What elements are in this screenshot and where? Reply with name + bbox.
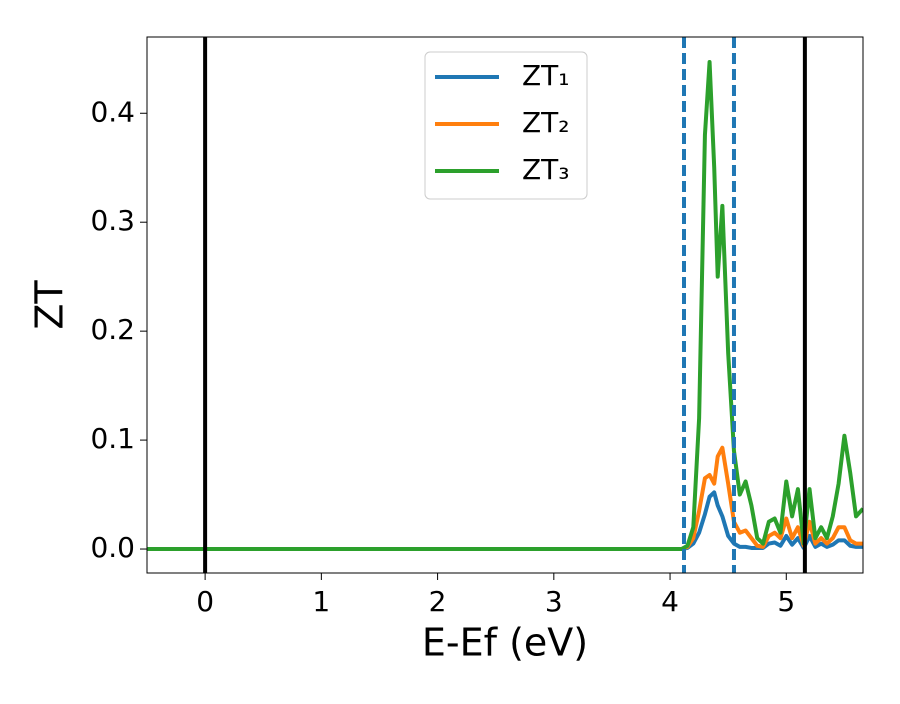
y-axis-label: ZT	[28, 280, 72, 330]
x-tick-label: 5	[777, 585, 795, 618]
x-tick-label: 2	[429, 585, 447, 618]
x-axis-label: E-Ef (eV)	[422, 621, 588, 665]
plot-frame	[146, 36, 864, 574]
y-tick-label: 0.3	[90, 204, 135, 237]
plot	[147, 37, 863, 573]
line-series	[147, 60, 863, 552]
line-series	[147, 445, 863, 552]
legend-label: ZT₁	[522, 59, 570, 92]
legend-label: ZT₂	[522, 106, 570, 139]
y-tick-label: 0.2	[90, 313, 135, 346]
legend-box	[424, 51, 588, 200]
y-tick-label: 0.4	[90, 95, 135, 128]
x-tick-label: 0	[196, 585, 214, 618]
y-tick-label: 0.1	[90, 422, 135, 455]
x-tick-label: 3	[545, 585, 563, 618]
x-tick-label: 4	[661, 585, 679, 618]
y-tick-label: 0.0	[90, 531, 135, 564]
x-tick-label: 1	[312, 585, 330, 618]
legend-label: ZT₃	[522, 153, 570, 186]
